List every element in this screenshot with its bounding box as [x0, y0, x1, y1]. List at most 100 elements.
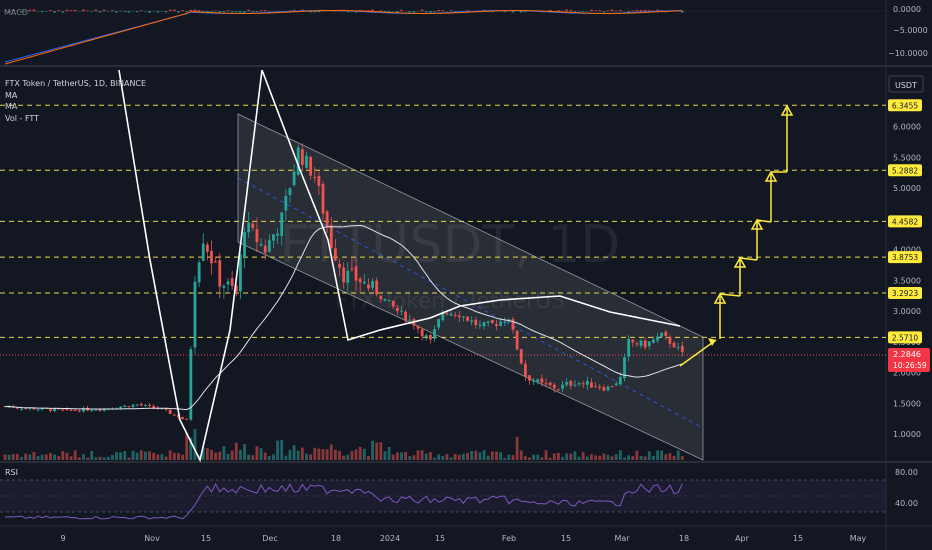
candle-body	[342, 267, 346, 283]
target-arrowhead	[713, 292, 727, 304]
macd-histogram-bar	[218, 11, 222, 13]
volume-bar	[255, 446, 259, 460]
candle-body	[119, 406, 123, 409]
volume-bar	[334, 449, 337, 460]
candle-body	[490, 320, 494, 323]
candle-body	[590, 382, 593, 388]
macd-histogram-bar	[189, 9, 193, 12]
target-arrowhead	[733, 256, 747, 268]
candle-body	[334, 248, 337, 261]
volume-bar	[11, 454, 15, 460]
candle-body	[639, 340, 643, 346]
volume-bar	[598, 455, 602, 460]
volume-bar	[495, 451, 498, 460]
candle-body	[181, 417, 184, 419]
volume-bar	[110, 454, 114, 460]
candle-body	[474, 319, 478, 325]
macd-histogram-bar	[28, 9, 32, 12]
macd-histogram-bar	[106, 11, 110, 12]
indicator-volume[interactable]: Vol - FTT	[5, 114, 39, 123]
candle-body	[313, 176, 317, 178]
macd-histogram-bar	[639, 9, 643, 12]
target-arrow-segment	[679, 339, 717, 367]
volume-bar	[519, 450, 523, 460]
volume-bar	[144, 451, 147, 460]
level-badge-text: 3.2923	[892, 289, 918, 298]
volume-bar	[400, 452, 403, 460]
indicator-ma-1[interactable]: MA	[5, 91, 18, 100]
volume-bar	[474, 450, 478, 460]
candle-body	[172, 414, 176, 416]
volume-bar	[656, 450, 659, 460]
indicator-ma-2[interactable]: MA	[5, 102, 18, 111]
time-axis-label: 2024	[380, 534, 400, 543]
macd-histogram-bar	[98, 11, 102, 13]
moving-average-slow	[4, 224, 683, 411]
candle-body	[94, 409, 98, 411]
candle-body	[623, 357, 626, 379]
volume-bar	[350, 451, 354, 460]
volume-bar	[618, 450, 622, 460]
last-price-badge	[888, 347, 930, 372]
candle-body	[367, 284, 370, 289]
candle-body	[585, 380, 589, 385]
candle-body	[77, 410, 81, 412]
symbol-title[interactable]: FTX Token / TetherUS, 1D, BINANCE	[5, 79, 146, 88]
volume-bar	[329, 444, 333, 460]
volume-bar	[590, 454, 593, 460]
price-axis-tick: 1.5000	[893, 399, 921, 408]
candle-body	[416, 326, 420, 329]
candle-body	[300, 149, 304, 165]
macd-histogram-bar	[251, 11, 255, 13]
candle-body	[144, 404, 147, 406]
volume-bar	[672, 455, 676, 460]
macd-histogram-bar	[631, 10, 635, 12]
macd-histogram-bar	[181, 10, 184, 12]
candle-body	[255, 229, 259, 243]
volume-bar	[86, 457, 89, 460]
candle-body	[408, 319, 412, 321]
volume-bar	[61, 451, 65, 460]
candle-body	[610, 386, 614, 388]
candle-body	[49, 409, 52, 411]
volume-bar	[123, 450, 127, 460]
volume-bar	[433, 457, 436, 460]
volume-bar	[321, 449, 325, 460]
candle-body	[164, 408, 168, 410]
volume-bar	[24, 453, 28, 460]
macd-histogram-bar	[635, 9, 639, 12]
price-axis-tick: 3.5000	[893, 276, 921, 285]
macd-histogram-bar	[53, 11, 56, 13]
rsi-pane-label[interactable]: RSI	[5, 468, 18, 477]
candle-body	[676, 347, 680, 349]
macd-pane	[0, 9, 886, 65]
volume-bar	[395, 452, 399, 460]
volume-bar	[523, 456, 527, 460]
volume-bar	[7, 454, 11, 460]
candle-body	[544, 383, 548, 385]
macd-histogram-bar	[334, 11, 337, 12]
volume-bar	[28, 454, 32, 460]
candle-body	[565, 382, 569, 385]
candle-body	[660, 332, 664, 337]
volume-bar	[437, 454, 441, 460]
candle-body	[197, 262, 201, 283]
volume-bar	[565, 453, 569, 460]
volume-bar	[511, 455, 515, 460]
currency-button[interactable]	[888, 75, 924, 93]
volume-bar	[181, 454, 184, 460]
macd-histogram-bar	[73, 9, 77, 12]
time-axis-label: Mar	[614, 534, 630, 543]
candle-body	[317, 176, 321, 186]
macd-histogram-bar	[618, 9, 622, 12]
volume-bar	[210, 449, 213, 460]
candle-body	[98, 409, 102, 411]
time-axis-label: Feb	[502, 534, 516, 543]
candle-body	[247, 222, 251, 233]
macd-histogram-bar	[226, 10, 230, 12]
volume-bar	[561, 456, 564, 460]
candle-body	[214, 261, 218, 263]
macd-histogram-bar	[309, 11, 313, 13]
level-badge	[888, 251, 922, 264]
